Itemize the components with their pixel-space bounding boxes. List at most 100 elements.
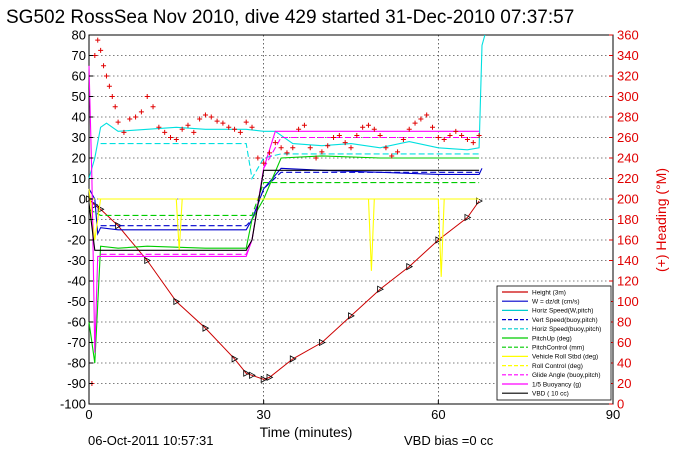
left-tick-label: -30 <box>67 253 86 268</box>
heading-point <box>459 132 465 138</box>
heading-point <box>150 104 156 110</box>
right-tick-label: 120 <box>617 274 639 289</box>
depth-marker <box>318 338 326 347</box>
right-tick-label: 0 <box>617 397 624 412</box>
left-tick-label: -70 <box>67 335 86 350</box>
heading-point <box>389 153 395 159</box>
series-line-buoyancy <box>88 65 480 353</box>
depth-marker <box>377 285 384 293</box>
left-tick-label: 70 <box>72 48 86 63</box>
left-tick-label: -90 <box>67 376 86 391</box>
series-line-pitch_ctrl <box>88 182 480 216</box>
right-tick-label: 160 <box>617 233 639 248</box>
depth-marker <box>231 355 239 363</box>
heading-point <box>202 112 208 118</box>
heading-point <box>313 155 319 161</box>
heading-point <box>406 126 412 132</box>
left-tick-label: -10 <box>67 212 86 227</box>
chart-title: SG502 RossSea Nov 2010, dive 429 started… <box>6 7 574 28</box>
heading-point <box>365 122 371 128</box>
left-tick-label: -100 <box>60 397 86 412</box>
heading-point <box>191 129 197 135</box>
heading-series <box>89 37 482 386</box>
right-tick-label: 200 <box>617 192 639 207</box>
left-tick-label: 50 <box>72 89 86 104</box>
legend-entry-label: PitchControl (mm) <box>532 345 584 352</box>
depth-marker <box>464 213 472 222</box>
heading-point <box>243 119 249 125</box>
depth-marker <box>266 373 274 382</box>
heading-point <box>424 112 430 118</box>
heading-point <box>162 129 168 135</box>
legend-entry-label: Height (3m) <box>532 289 566 296</box>
heading-point <box>412 120 418 126</box>
heading-point <box>348 145 354 151</box>
legend-entry-label: Roll Control (deg) <box>532 363 583 370</box>
right-tick-label: 180 <box>617 212 639 227</box>
heading-point <box>144 94 150 99</box>
right-tick-label: 340 <box>617 48 639 63</box>
heading-point <box>156 124 162 130</box>
heading-point <box>325 143 331 149</box>
left-tick-label: -50 <box>67 294 86 309</box>
heading-point <box>173 137 179 143</box>
heading-point <box>121 129 127 135</box>
depth-marker <box>115 221 122 230</box>
left-tick-label: -80 <box>67 356 86 371</box>
heading-point <box>266 150 272 156</box>
depth-marker <box>289 355 297 363</box>
legend-entry-label: 1/5 Buoyancy (g) <box>532 381 581 388</box>
heading-point <box>220 120 226 126</box>
heading-point <box>441 137 447 143</box>
series-line-w <box>88 167 483 236</box>
legend-entry-label: PitchUp (deg) <box>532 335 572 342</box>
footer-timestamp: 06-Oct-2011 10:57:31 <box>88 433 214 448</box>
series-line-depth <box>88 198 480 380</box>
depth-marker <box>97 205 105 213</box>
heading-point <box>371 126 377 132</box>
heading-point <box>237 129 243 135</box>
series-line-glide <box>100 136 480 255</box>
heading-point <box>232 126 238 132</box>
legend: Height (3m) W = dz/dt (cm/s) Horiz Speed(W… <box>496 285 612 401</box>
right-tick-label: 360 <box>617 28 639 43</box>
heading-point <box>400 137 406 143</box>
heading-point <box>319 149 325 155</box>
x-tick-label: 30 <box>256 407 270 422</box>
x-tick-label: 60 <box>431 407 445 422</box>
heading-point <box>226 124 232 130</box>
depth-marker <box>260 375 268 384</box>
heading-point <box>360 124 366 130</box>
right-tick-label: 140 <box>617 253 639 268</box>
x-axis-label: Time (minutes) <box>260 424 353 440</box>
heading-point <box>453 128 459 134</box>
heading-point <box>430 124 436 130</box>
heading-point <box>98 47 104 53</box>
right-tick-label: 240 <box>617 151 639 166</box>
heading-point <box>168 135 174 140</box>
heading-point <box>249 124 255 130</box>
right-tick-label: 260 <box>617 130 639 145</box>
heading-point <box>354 132 360 138</box>
heading-point <box>101 63 107 69</box>
left-tick-label: 30 <box>72 130 86 145</box>
right-tick-label: 100 <box>617 294 639 309</box>
heading-point <box>197 116 203 122</box>
legend-entry-label: Vert Speed(buoy,pitch) <box>532 317 598 324</box>
heading-point <box>185 122 191 128</box>
right-tick-label: 80 <box>617 315 631 330</box>
heading-point <box>133 114 139 120</box>
series-line-horiz_w <box>88 34 486 179</box>
legend-entry-label: VBD ( 10 cc) <box>532 391 569 398</box>
series-layer <box>86 34 486 384</box>
depth-marker <box>202 324 210 332</box>
heading-point <box>208 114 214 120</box>
heading-point <box>112 104 118 110</box>
heading-point <box>179 126 185 132</box>
legend-entry-label: Horiz Speed(buoy,pitch) <box>532 326 601 333</box>
series-line-vbd <box>88 169 480 251</box>
heading-point <box>92 53 98 58</box>
heading-point <box>383 145 389 151</box>
left-tick-label: 20 <box>72 151 86 166</box>
series-line-pitch <box>88 155 480 364</box>
